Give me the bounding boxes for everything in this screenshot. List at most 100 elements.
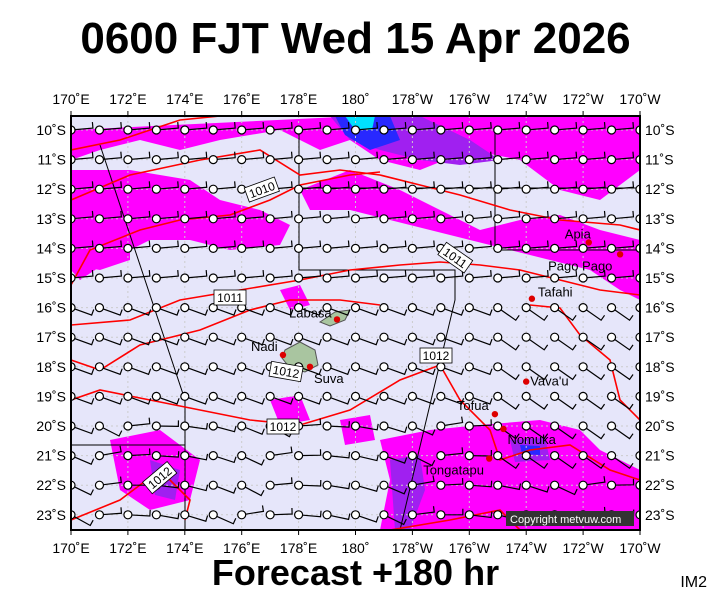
lon-label-top: 172˚W (562, 91, 604, 107)
wind-barb (180, 332, 209, 346)
wind-barb (578, 362, 606, 381)
wind-barb-shaft (526, 181, 549, 190)
wind-barb (350, 451, 379, 462)
wind-station-circle (208, 480, 218, 490)
wind-station-circle (350, 332, 361, 342)
wind-station-circle (493, 184, 503, 194)
wind-station-circle (379, 243, 389, 253)
wind-barb-shaft (412, 425, 436, 436)
wind-barb-shaft (213, 122, 236, 131)
wind-barb (407, 362, 436, 376)
wind-station-circle (379, 125, 389, 135)
wind-barb (322, 391, 351, 405)
wind-barb-shaft (71, 122, 94, 131)
wind-barb-shaft (156, 336, 180, 346)
wind-barb (237, 421, 265, 436)
wind-station-circle (521, 303, 531, 313)
wind-barb-shaft (469, 366, 493, 376)
wind-barb-shaft (412, 506, 435, 516)
wind-station-circle (294, 273, 304, 283)
city-marker (279, 351, 287, 359)
wind-barb (322, 181, 350, 194)
wind-barb-shaft (440, 447, 464, 457)
wind-barb-shaft (127, 336, 152, 346)
wind-station-circle (123, 155, 133, 165)
lat-label-left: 16˚S (36, 300, 66, 316)
wind-barb-shaft (326, 270, 350, 279)
wind-barb-shaft (554, 181, 578, 190)
wind-station-circle (151, 391, 161, 401)
wind-station-circle (294, 332, 304, 342)
wind-station-circle (350, 125, 361, 135)
wind-barb-shaft (298, 395, 322, 405)
wind-barb-shaft (71, 151, 94, 161)
wind-barb-shaft (326, 181, 350, 190)
wind-barb (350, 240, 379, 253)
wind-barb-shaft (241, 122, 265, 131)
wind-barb-shaft (525, 395, 549, 410)
wind-barb (208, 181, 236, 194)
isobar-label-box (266, 418, 300, 435)
wind-station-circle (436, 480, 446, 490)
wind-barb (208, 451, 237, 464)
wind-station-circle (237, 480, 247, 490)
wind-station-circle (180, 510, 190, 520)
wind-barb (294, 151, 322, 165)
wind-barb (322, 122, 350, 135)
wind-barb-shaft (469, 480, 493, 488)
wind-barb-shaft (412, 395, 436, 405)
wind-barb (180, 480, 209, 492)
wind-station-circle (94, 421, 105, 431)
wind-station-circle (151, 451, 161, 461)
wind-barb-shaft (298, 210, 322, 220)
wind-barb (521, 421, 549, 440)
wind-barb-shaft (156, 210, 179, 220)
wind-barb-shaft (270, 210, 293, 220)
wind-station-circle (578, 155, 588, 165)
wind-barb (578, 391, 606, 410)
wind-station-circle (464, 362, 474, 372)
wind-barb-shaft (326, 122, 350, 131)
wind-station-circle (493, 303, 503, 313)
wind-barb (578, 151, 606, 165)
wind-barb-shaft (127, 240, 151, 249)
wind-barb (578, 332, 606, 351)
wind-barb (123, 332, 152, 346)
wind-barb-shaft (611, 210, 635, 220)
wind-barb-shaft (525, 336, 549, 351)
wind-station-circle (550, 421, 560, 431)
wind-station-circle (350, 421, 361, 431)
wind-station-circle (464, 480, 474, 490)
wind-station-circle (151, 303, 161, 313)
wind-barb (322, 151, 350, 165)
wind-barb-shaft (71, 336, 95, 346)
wind-barb-shaft (440, 336, 465, 346)
wind-station-circle (180, 391, 190, 401)
wind-barb (464, 270, 492, 283)
wind-barb (265, 151, 293, 165)
wind-barb (606, 362, 634, 381)
wind-barb (606, 332, 634, 351)
wind-station-circle (464, 184, 474, 194)
wind-barb-shaft (497, 270, 521, 279)
wind-barb-shaft (526, 210, 549, 220)
wind-barb (436, 508, 464, 520)
wind-barb-shaft (269, 336, 294, 346)
wind-station-circle (407, 243, 417, 253)
wind-barb (123, 448, 151, 461)
wind-station-circle (265, 303, 275, 313)
wind-barb-shaft (71, 240, 94, 249)
wind-barb (265, 508, 293, 520)
wind-station-circle (180, 273, 190, 283)
wind-station-circle (379, 303, 389, 313)
wind-station-circle (322, 243, 332, 253)
wind-barb-shaft (127, 307, 152, 316)
wind-station-circle (550, 125, 560, 135)
wind-barb-shaft (383, 122, 407, 131)
wind-station-circle (436, 184, 446, 194)
wind-barb (550, 480, 578, 496)
wind-station-circle (606, 451, 617, 461)
wind-barb (550, 240, 578, 253)
wind-station-circle (379, 421, 389, 431)
wind-station-circle (578, 332, 588, 342)
